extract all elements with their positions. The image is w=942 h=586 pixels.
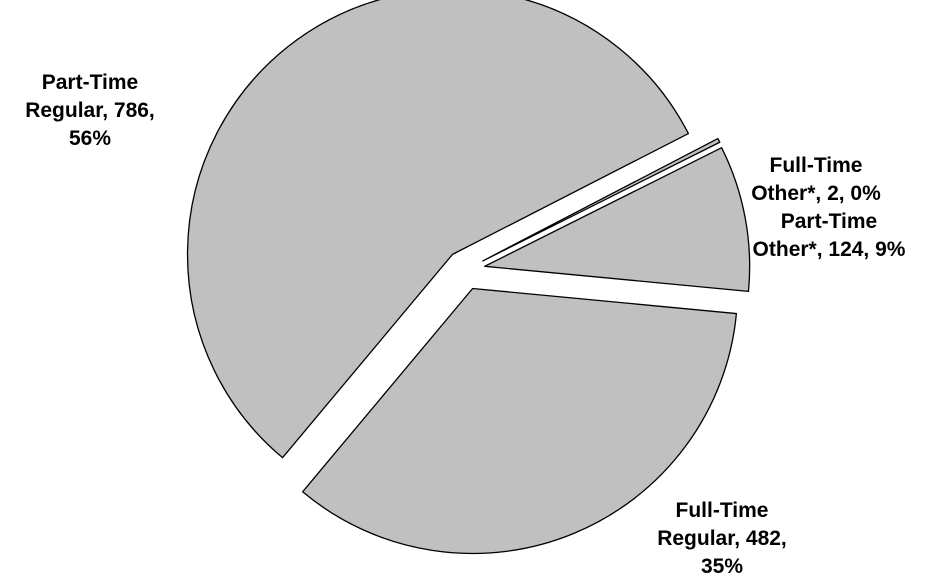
- slice-label-full-time-regular: Full-Time Regular, 482, 35%: [657, 499, 787, 578]
- pie-labels: Full-Time Other*, 2, 0% Part-Time Other*, 1…: [25, 71, 906, 578]
- pie-slice-full-time-regular: [301, 287, 738, 555]
- slice-label-line: 35%: [701, 555, 743, 578]
- slice-label-line: Other*, 2, 0%: [751, 182, 881, 205]
- pie-slice-part-time-regular: [186, 0, 690, 459]
- pie-slice-full-time-other: [482, 137, 721, 262]
- pie-slices: [186, 0, 751, 555]
- slice-label-part-time-other: Part-Time Other*, 124, 9%: [753, 210, 906, 261]
- slice-label-line: Full-Time: [676, 499, 769, 522]
- slice-label-part-time-regular: Part-Time Regular, 786, 56%: [25, 71, 155, 150]
- slice-label-line: Part-Time: [781, 210, 877, 233]
- pie-slice-part-time-other: [484, 147, 751, 293]
- slice-label-line: Full-Time: [770, 154, 863, 177]
- slice-label-line: 56%: [69, 127, 111, 150]
- slice-label-full-time-other: Full-Time Other*, 2, 0%: [751, 154, 881, 205]
- slice-label-line: Other*, 124, 9%: [753, 238, 906, 261]
- slice-label-line: Regular, 786,: [25, 99, 155, 122]
- slice-label-line: Part-Time: [42, 71, 138, 94]
- slice-label-line: Regular, 482,: [657, 527, 787, 550]
